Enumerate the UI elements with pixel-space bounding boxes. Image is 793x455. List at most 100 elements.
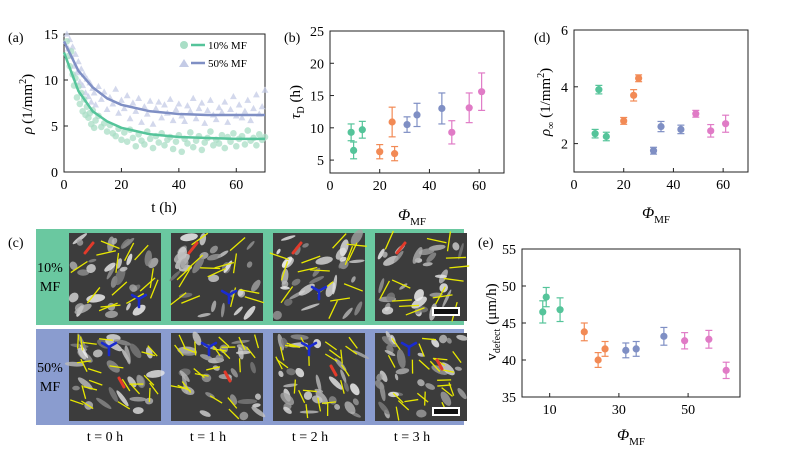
cell-blob xyxy=(277,333,285,351)
director-line xyxy=(191,232,209,246)
data-point-50-mf xyxy=(77,65,85,72)
cell-blob xyxy=(146,370,165,378)
director-line xyxy=(227,397,238,409)
cell-blob xyxy=(351,276,356,283)
director-line xyxy=(194,341,197,356)
cell-blob xyxy=(434,274,447,279)
director-line xyxy=(404,398,419,403)
director-line xyxy=(121,378,131,392)
minus-half-defect-icon xyxy=(107,341,118,349)
director-line xyxy=(387,354,396,368)
data-point-10-mf xyxy=(169,145,177,153)
panel_b-xtick-label: 20 xyxy=(373,179,387,194)
data-point xyxy=(660,332,668,340)
data-point xyxy=(391,150,399,158)
director-line xyxy=(149,279,159,299)
plus-half-defect-icon xyxy=(83,241,95,255)
cell-blob xyxy=(379,370,388,383)
director-line xyxy=(194,372,209,377)
data-point-10-mf xyxy=(215,140,223,147)
cell-blob xyxy=(343,381,349,392)
director-line xyxy=(174,344,184,357)
panel_b-ytick-label: 10 xyxy=(310,122,324,137)
plus-half-defect-icon xyxy=(329,364,338,377)
panel-e-xlabel: ΦMF xyxy=(617,427,645,448)
plus-half-defect-icon xyxy=(395,241,407,255)
cell-blob xyxy=(169,270,181,282)
panel-d-xlabel: ΦMF xyxy=(642,205,670,226)
data-point xyxy=(556,306,564,314)
cell-blob xyxy=(236,344,249,351)
time-label-2: t = 2 h xyxy=(292,430,328,445)
director-line xyxy=(433,357,448,361)
data-point-50-mf xyxy=(158,114,166,121)
panel-d-frame xyxy=(573,29,749,173)
cell-blob xyxy=(418,248,435,255)
director-line xyxy=(209,395,223,404)
director-line xyxy=(98,302,118,312)
scale-bar xyxy=(434,309,458,314)
cell-blob xyxy=(381,306,394,315)
director-line xyxy=(96,250,117,256)
director-line xyxy=(76,360,91,364)
director-line xyxy=(330,297,351,302)
director-line xyxy=(275,356,283,370)
cell-blob xyxy=(286,368,296,376)
cell-blob xyxy=(440,391,452,406)
cell-blob xyxy=(283,298,293,306)
data-point xyxy=(448,128,456,136)
data-point-50-mf xyxy=(250,104,257,112)
cell-blob xyxy=(431,338,440,348)
data-point-50-mf xyxy=(138,118,145,125)
panel-a-chart: 0 20 40 60 0 5 10 15 10% MF 50% MF t (h) ρ(1/mm… xyxy=(18,28,269,216)
cell-blob xyxy=(92,349,103,358)
data-point xyxy=(722,120,730,128)
cell-blob xyxy=(70,343,89,348)
data-point-50-mf xyxy=(169,116,177,124)
director-line xyxy=(239,289,260,294)
panel-e-axes: 10 30 50 35 40 45 50 55 xyxy=(502,243,695,418)
cell-blob xyxy=(395,368,410,375)
data-point-10-mf xyxy=(123,138,131,145)
cell-blob xyxy=(299,410,319,414)
cell-blob xyxy=(77,377,93,390)
cell-blob xyxy=(439,283,448,293)
data-point-50-mf xyxy=(97,95,105,102)
minus-half-defect-icon xyxy=(400,341,411,349)
minus-half-defect-icon xyxy=(220,289,231,297)
data-point-50-mf xyxy=(201,119,209,126)
panel-e-points xyxy=(539,286,730,380)
panel_b-xtick-label: 40 xyxy=(422,179,436,194)
data-point xyxy=(350,146,358,155)
data-point xyxy=(347,128,355,136)
data-point xyxy=(591,130,599,138)
data-point-10-mf xyxy=(121,129,128,136)
cell-blob xyxy=(246,261,253,268)
data-point-50-mf xyxy=(115,109,122,116)
director-line xyxy=(328,349,342,359)
data-point xyxy=(376,148,384,156)
director-line xyxy=(418,343,425,357)
data-point-50-mf xyxy=(238,114,246,121)
minus-half-defect-icon xyxy=(300,341,311,349)
cell-blob xyxy=(120,238,131,249)
cell-blob xyxy=(378,278,385,294)
data-point-50-mf xyxy=(189,94,197,101)
panel_e-xtick-label: 50 xyxy=(681,403,695,418)
panel-d-axes: 0 20 40 60 2 4 6 xyxy=(561,24,730,193)
director-line xyxy=(129,383,141,395)
legend-label-50: 50% MF xyxy=(208,58,247,70)
cell-blob xyxy=(77,269,90,276)
director-line xyxy=(298,389,306,404)
data-point xyxy=(595,86,603,94)
director-line xyxy=(344,245,354,266)
cell-blob xyxy=(394,373,399,381)
cell-blob xyxy=(342,307,353,320)
data-point-50-mf xyxy=(123,92,131,99)
data-point-10-mf xyxy=(232,142,240,150)
data-point xyxy=(413,111,421,119)
scale-bar xyxy=(434,409,458,414)
plus-half-defect-icon xyxy=(187,241,199,255)
director-line xyxy=(124,242,135,262)
cell-blob xyxy=(283,406,292,414)
